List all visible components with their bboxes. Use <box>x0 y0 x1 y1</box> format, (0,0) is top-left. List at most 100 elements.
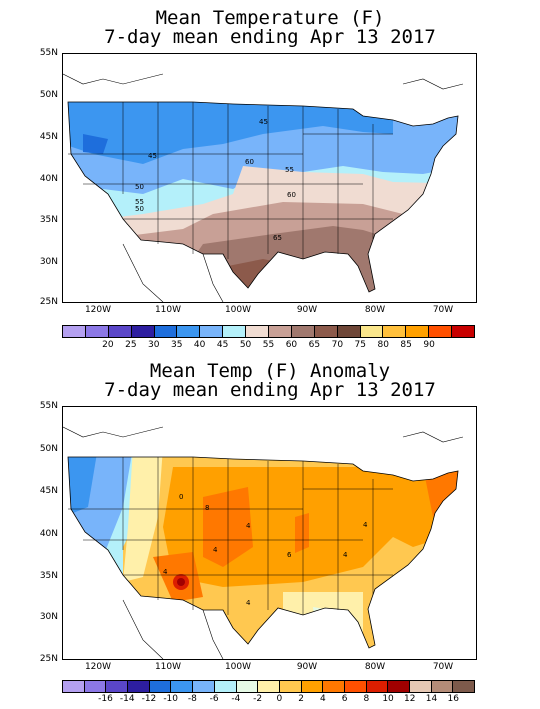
contour-label: 4 <box>343 551 348 559</box>
legend-swatch <box>171 681 194 692</box>
lon-label: 120W <box>84 305 112 315</box>
legend-swatch <box>193 681 215 692</box>
lat-label: 35N <box>39 215 58 225</box>
legend-label: 10 <box>382 694 394 704</box>
legend-label: -16 <box>98 694 113 704</box>
legend-swatch <box>301 681 324 692</box>
legend-swatch <box>223 326 247 337</box>
lat-label: 55N <box>39 48 58 58</box>
legend-label: 20 <box>102 340 114 350</box>
legend-label: -10 <box>163 694 179 704</box>
lat-label: 35N <box>39 571 58 581</box>
mean-temperature-map-svg: 45 45 50 55 60 55 60 65 50 <box>63 73 464 302</box>
legend-swatch <box>214 681 237 692</box>
legend-label: 6 <box>341 694 348 704</box>
legend-label: 12 <box>404 694 416 704</box>
legend-swatch <box>85 326 109 337</box>
temperature-anomaly-map-svg: 0 8 4 4 6 4 4 4 4 <box>63 426 464 659</box>
legend-swatch <box>410 681 432 692</box>
contour-label: 55 <box>135 198 144 206</box>
legend-swatch <box>452 326 475 337</box>
legend-swatch <box>360 326 384 337</box>
contour-label: 4 <box>246 599 251 607</box>
legend-swatch <box>453 681 475 692</box>
legend-label: 14 <box>425 694 438 704</box>
contour-label: 60 <box>245 158 254 166</box>
legend-label: 75 <box>354 340 366 350</box>
lon-label: 100W <box>224 305 252 315</box>
legend-swatch <box>383 326 407 337</box>
contour-label: 4 <box>363 521 368 529</box>
temperature-anomaly-map: 0 8 4 4 6 4 4 4 4 <box>62 406 477 660</box>
lon-label: 110W <box>154 305 182 315</box>
legend-swatch <box>236 681 259 692</box>
legend-swatch <box>337 326 361 337</box>
lon-label: 120W <box>84 662 112 672</box>
contour-label: 65 <box>273 234 282 242</box>
legend-swatch <box>246 326 270 337</box>
contour-label: 50 <box>135 205 144 213</box>
legend-label: 70 <box>331 340 344 350</box>
lat-label: 45N <box>39 132 58 142</box>
legend-swatch <box>344 681 367 692</box>
legend-swatch <box>154 326 178 337</box>
legend-swatch <box>258 681 280 692</box>
legend-swatch <box>366 681 389 692</box>
legend-label: -12 <box>141 694 157 704</box>
lat-label: 40N <box>39 529 58 539</box>
legend-label: -6 <box>209 694 219 704</box>
lon-label: 100W <box>224 662 252 672</box>
legend-swatch <box>131 326 155 337</box>
lat-label: 25N <box>39 654 58 664</box>
lat-label: 25N <box>39 297 58 307</box>
legend-label: 55 <box>262 340 275 350</box>
legend-swatch <box>149 681 172 692</box>
legend-label: 80 <box>377 340 389 350</box>
legend-swatch <box>84 681 107 692</box>
top-title-line1: Mean Temperature (F) <box>155 7 385 29</box>
legend-swatch <box>108 326 132 337</box>
legend-swatch <box>323 681 345 692</box>
legend-swatch <box>63 326 86 337</box>
bottom-title-line1: Mean Temp (F) Anomaly <box>149 360 391 382</box>
legend-swatch <box>279 681 302 692</box>
contour-label: 45 <box>148 152 157 160</box>
contour-label: 6 <box>287 551 292 559</box>
contour-label: 50 <box>135 183 144 191</box>
lat-label: 50N <box>39 90 58 100</box>
contour-label: 8 <box>205 504 209 512</box>
legend-label: 0 <box>276 694 283 704</box>
legend-label: 4 <box>319 694 326 704</box>
bottom-title-line2: 7-day mean ending Apr 13 2017 <box>104 379 436 401</box>
contour-label: 4 <box>213 546 218 554</box>
lon-label: 90W <box>296 662 318 672</box>
legend-label: 25 <box>125 340 137 350</box>
contour-label: 0 <box>179 493 183 501</box>
legend-label: -4 <box>231 694 241 704</box>
legend-swatch <box>63 681 85 692</box>
legend-label: 50 <box>239 340 252 350</box>
legend-label: -2 <box>253 694 263 704</box>
contour-label: 45 <box>259 118 268 126</box>
legend-swatch <box>200 326 224 337</box>
legend-label: 8 <box>363 694 370 704</box>
contour-label: 60 <box>287 191 296 199</box>
legend-label: -14 <box>119 694 135 704</box>
legend-swatch <box>177 326 201 337</box>
legend-label: 60 <box>285 340 298 350</box>
legend-swatch <box>388 681 410 692</box>
legend-label: 45 <box>216 340 229 350</box>
legend-label: 30 <box>148 340 160 350</box>
lon-label: 80W <box>364 305 386 315</box>
lon-label: 80W <box>364 662 386 672</box>
top-title-line2: 7-day mean ending Apr 13 2017 <box>104 26 436 48</box>
lon-label: 110W <box>154 662 182 672</box>
legend-label: 90 <box>423 340 435 350</box>
legend-swatch <box>314 326 338 337</box>
legend-label: -8 <box>187 694 197 704</box>
legend-swatch <box>128 681 150 692</box>
lon-label: 70W <box>432 305 454 315</box>
lat-label: 50N <box>39 444 58 454</box>
contour-label: 55 <box>285 166 294 174</box>
legend-label: 35 <box>170 340 183 350</box>
